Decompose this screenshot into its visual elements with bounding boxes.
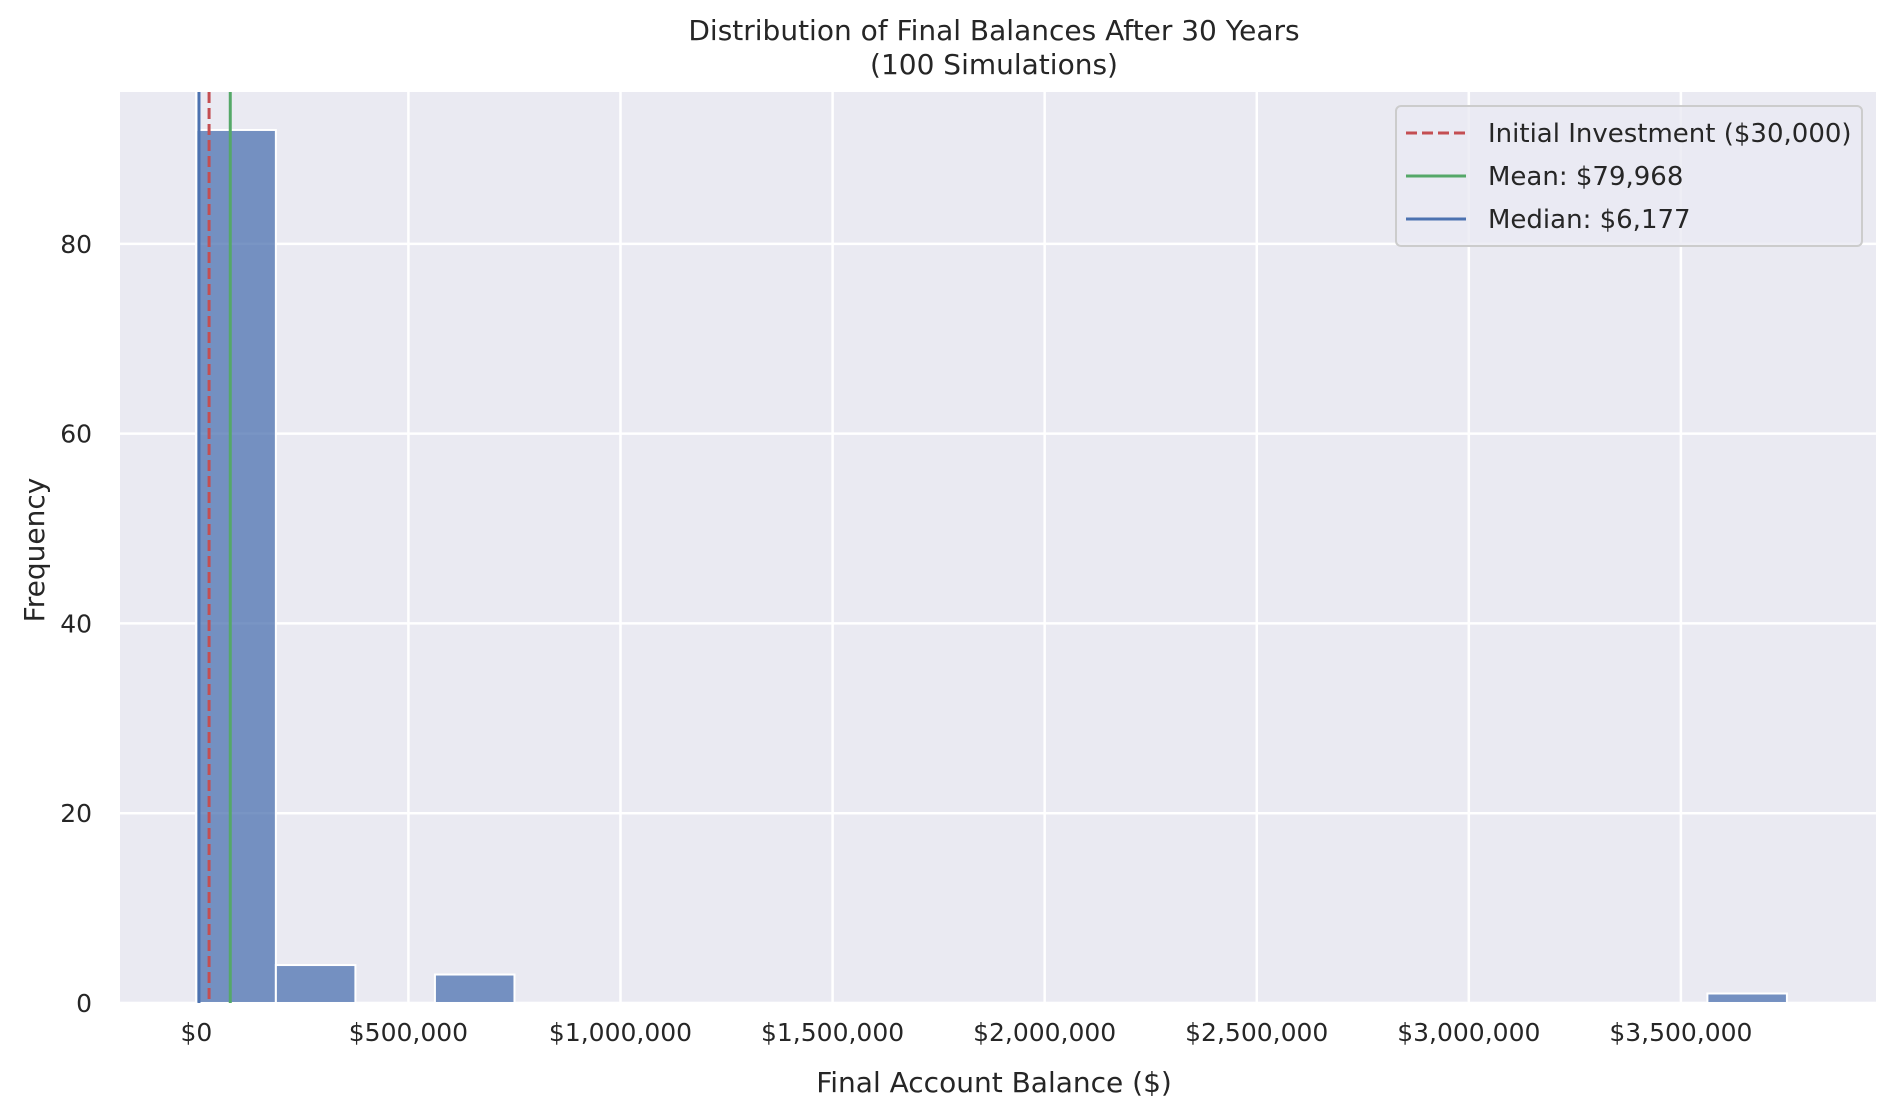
chart-title: Distribution of Final Balances After 30 … xyxy=(688,14,1299,47)
histogram-bar xyxy=(1706,992,1788,1005)
legend-label: Initial Investment ($30,000) xyxy=(1488,119,1852,149)
x-tick-label: $0 xyxy=(180,1018,212,1047)
x-tick-label: $3,500,000 xyxy=(1609,1018,1752,1047)
x-tick-label: $3,000,000 xyxy=(1397,1018,1540,1047)
histogram-bar xyxy=(433,973,516,1004)
y-tick-label: 20 xyxy=(60,799,92,828)
x-tick-label: $2,000,000 xyxy=(973,1018,1116,1047)
x-tick-label: $1,000,000 xyxy=(549,1018,692,1047)
y-tick-label: 40 xyxy=(60,609,92,638)
chart-subtitle: (100 Simulations) xyxy=(870,48,1118,81)
y-tick-label: 80 xyxy=(60,230,92,259)
x-tick-label: $2,500,000 xyxy=(1185,1018,1328,1047)
y-axis-label: Frequency xyxy=(18,478,51,623)
x-tick-label: $500,000 xyxy=(349,1018,468,1047)
legend-label: Median: $6,177 xyxy=(1488,205,1691,235)
x-axis-ticks: $0 $500,000 $1,000,000 $1,500,000 $2,000,000… xyxy=(180,1018,1752,1047)
y-axis-ticks: 0 20 40 60 80 xyxy=(60,230,92,1018)
legend-box xyxy=(1395,105,1863,247)
legend-label: Mean: $79,968 xyxy=(1488,162,1683,192)
y-tick-label: 60 xyxy=(60,420,92,449)
histogram-bar xyxy=(274,964,357,1005)
legend: Initial Investment ($30,000) Mean: $79,96… xyxy=(1395,105,1863,247)
y-tick-label: 0 xyxy=(76,989,92,1018)
reference-lines xyxy=(197,92,232,1003)
x-axis-label: Final Account Balance ($) xyxy=(816,1066,1172,1099)
x-tick-label: $1,500,000 xyxy=(761,1018,904,1047)
